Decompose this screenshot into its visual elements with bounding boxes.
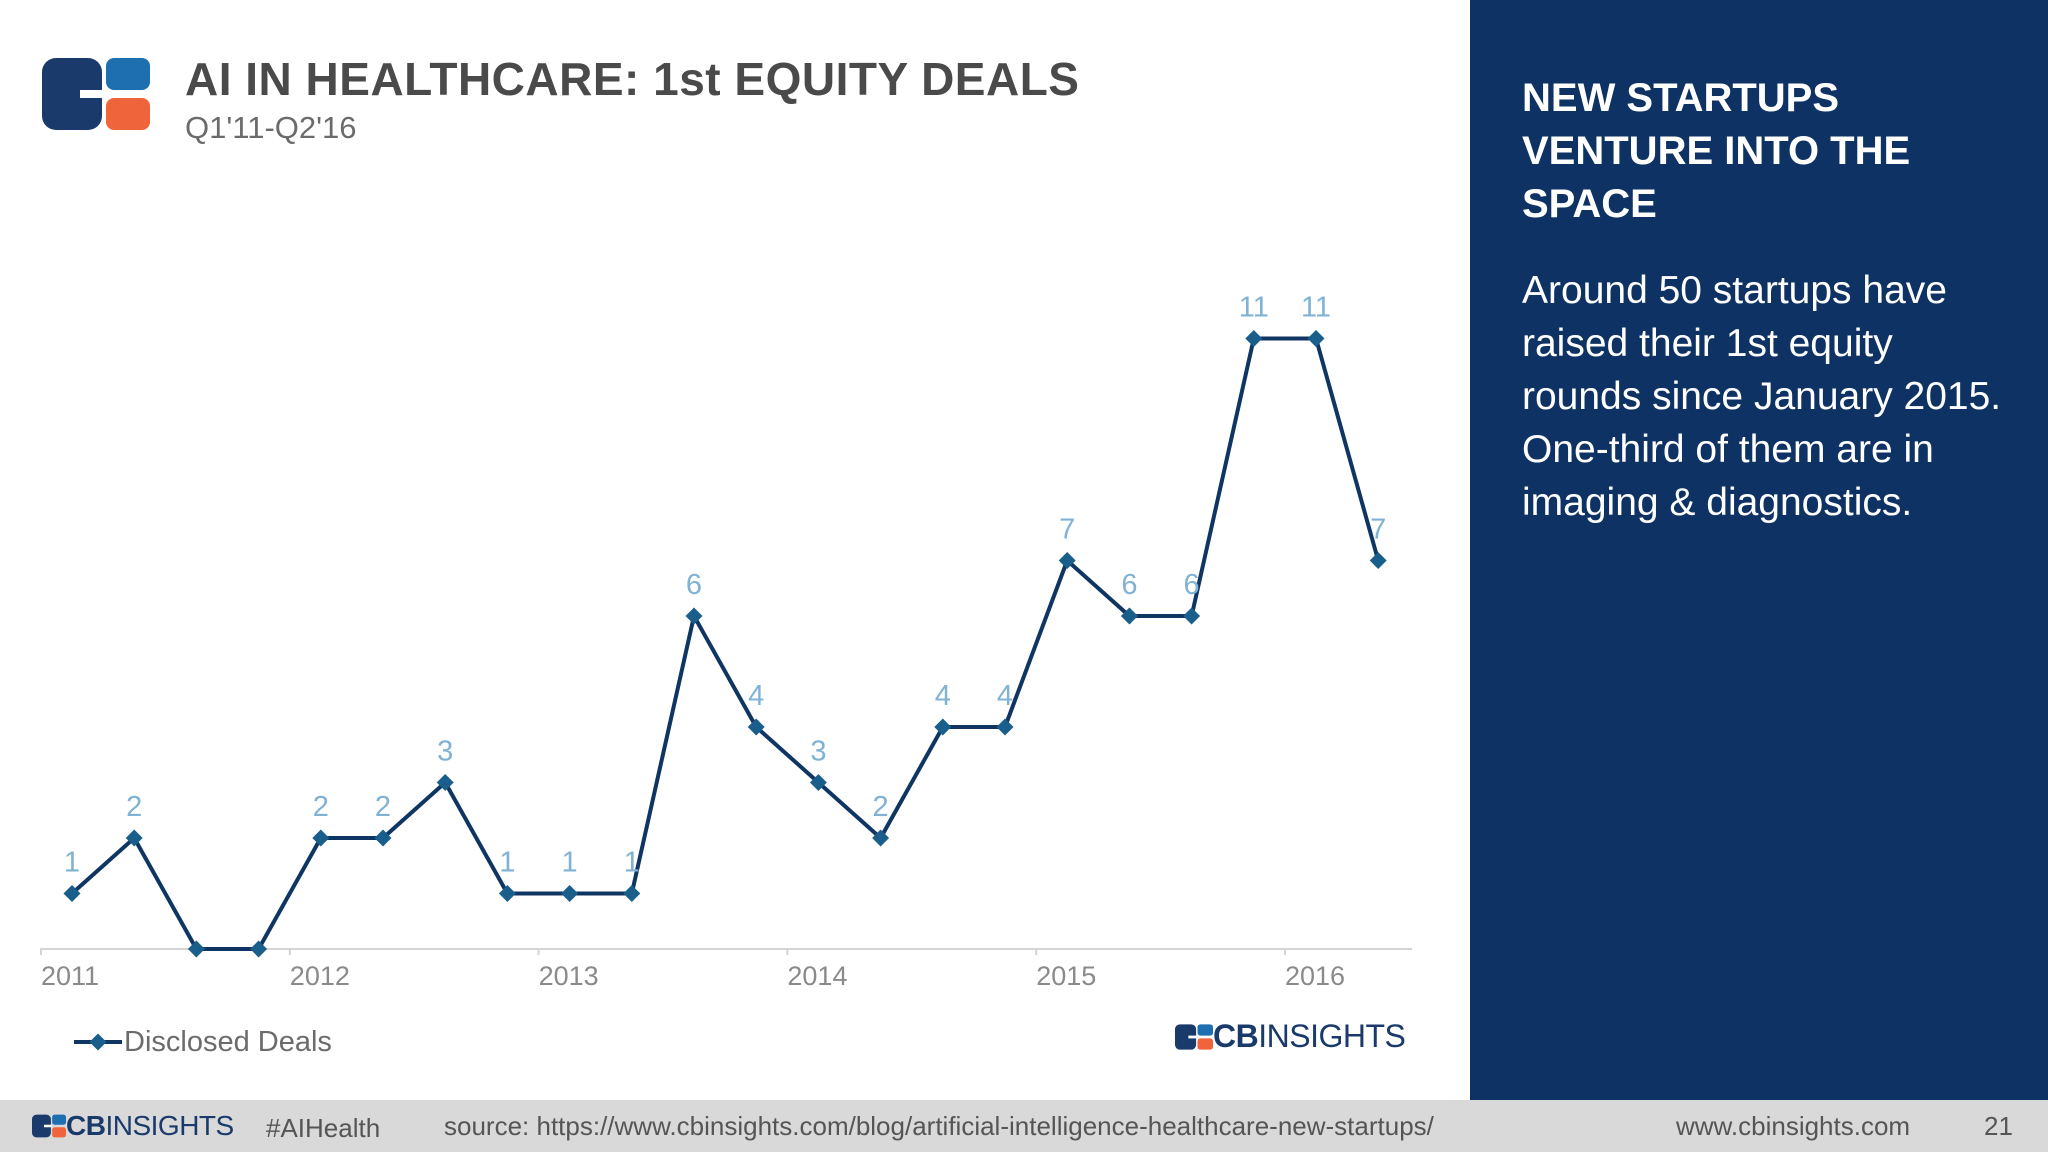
data-point-marker — [623, 885, 641, 902]
page-number: 21 — [1984, 1111, 2013, 1141]
data-point-marker — [809, 774, 827, 791]
data-label: 2 — [126, 791, 142, 823]
data-point-marker — [1245, 330, 1263, 347]
data-point-marker — [250, 940, 268, 958]
data-label: 6 — [686, 569, 702, 601]
data-label: 4 — [748, 680, 764, 712]
footer-logo-icon — [32, 1114, 66, 1138]
data-label: 1 — [64, 847, 80, 879]
data-point-marker — [1307, 330, 1325, 347]
side-panel-body: Around 50 startups have raised their 1st… — [1522, 269, 2002, 524]
x-tick-label: 2013 — [539, 961, 599, 991]
data-point-marker — [1369, 552, 1387, 569]
data-label: 4 — [935, 680, 951, 712]
data-point-marker — [685, 607, 703, 625]
data-point-marker — [1058, 552, 1076, 569]
data-point-marker — [561, 885, 579, 902]
data-label: 2 — [375, 791, 391, 823]
data-label: 7 — [1059, 514, 1075, 546]
data-point-marker — [1183, 607, 1201, 625]
data-label: 3 — [810, 736, 826, 768]
data-point-marker — [934, 718, 952, 736]
footer-source-link[interactable]: source: https://www.cbinsights.com/blog/… — [444, 1111, 1434, 1141]
data-label: 11 — [1301, 292, 1331, 324]
x-tick-label: 2012 — [290, 961, 350, 991]
x-tick-label: 2015 — [1036, 961, 1096, 991]
brand-wordmark: CBINSIGHTS — [1213, 1018, 1406, 1054]
data-label: 6 — [1121, 569, 1137, 601]
footer-brand: CBINSIGHTS — [32, 1110, 234, 1142]
data-point-marker — [187, 940, 205, 958]
series-line — [70, 336, 1381, 951]
data-label: 7 — [1370, 514, 1386, 546]
data-point-marker — [498, 885, 516, 902]
footer-bar: CBINSIGHTS #AIHealth source: https://www… — [0, 1100, 2048, 1152]
footer-hashtag: #AIHealth — [266, 1113, 381, 1143]
side-panel: NEW STARTUPS VENTURE INTO THE SPACE Arou… — [1470, 0, 2048, 1100]
x-tick-label: 2014 — [787, 961, 847, 991]
cb-insights-logo-icon — [42, 58, 150, 130]
data-point-marker — [436, 774, 454, 791]
chart-legend: Disclosed Deals — [74, 1022, 332, 1062]
data-label: 3 — [437, 736, 453, 768]
data-point-marker — [312, 829, 330, 847]
data-label: 6 — [1184, 569, 1200, 601]
footer-website-link[interactable]: www.cbinsights.com — [1676, 1111, 1911, 1141]
data-label: 2 — [873, 791, 889, 823]
page-title: AI IN HEALTHCARE: 1st EQUITY DEALS — [185, 53, 1080, 105]
data-point-marker — [1120, 607, 1138, 625]
data-point-marker — [125, 829, 143, 847]
brand-logo-icon — [1175, 1023, 1213, 1050]
data-label: 1 — [562, 847, 578, 879]
data-point-marker — [872, 829, 890, 847]
x-tick-label: 2011 — [41, 961, 99, 991]
x-tick-label: 2016 — [1285, 961, 1345, 991]
data-point-marker — [996, 718, 1014, 736]
data-label: 2 — [313, 791, 329, 823]
data-label: 4 — [997, 680, 1013, 712]
data-label: 1 — [499, 847, 515, 879]
data-point-marker — [747, 718, 765, 736]
slide-main: AI IN HEALTHCARE: 1st EQUITY DEALS Q1'11… — [40, 53, 1412, 1062]
legend-line-marker-icon — [74, 1033, 122, 1051]
chart-brand-watermark: CBINSIGHTS — [1175, 1018, 1406, 1055]
data-point-marker — [63, 885, 81, 902]
legend-label: Disclosed Deals — [124, 1025, 332, 1058]
footer-wordmark: CBINSIGHTS — [66, 1110, 234, 1141]
data-label: 1 — [624, 847, 640, 879]
page-subtitle: Q1'11-Q2'16 — [185, 110, 357, 145]
data-point-marker — [374, 829, 392, 847]
data-label: 11 — [1239, 292, 1269, 324]
side-panel-heading: NEW STARTUPS VENTURE INTO THE SPACE — [1522, 76, 1911, 226]
